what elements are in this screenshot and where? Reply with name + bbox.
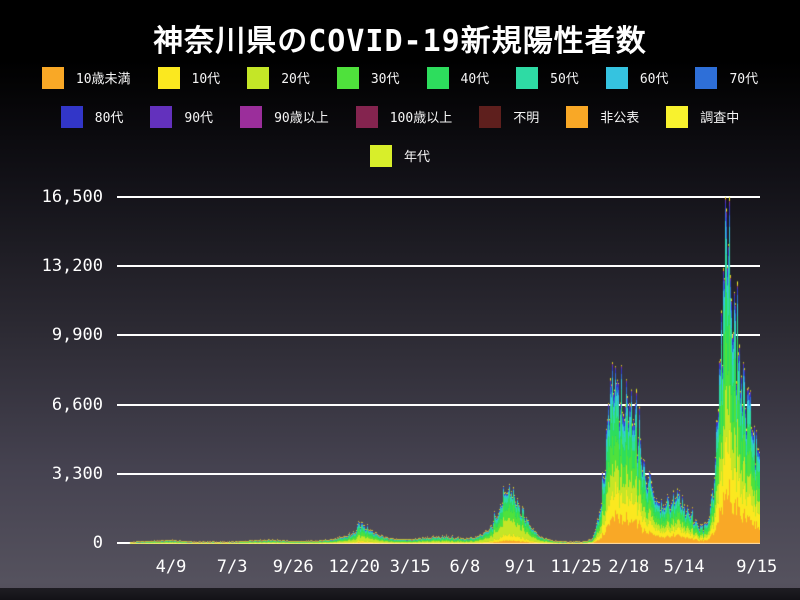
y-axis-tick-label: 13,200 [41,256,103,277]
legend-label: 10歳未満 [75,72,131,87]
legend-label: 90歳以上 [274,111,329,126]
color-swatch-icon [157,66,180,89]
color-swatch-icon [479,105,502,128]
legend-item-twenties: 20代 [247,66,310,89]
color-swatch-icon [516,66,539,89]
legend-label: 10代 [191,72,221,87]
legend-label: 年代 [403,150,430,165]
legend-item-investigating: 調査中 [666,105,740,128]
x-axis-tick-label: 7/3 [216,557,248,577]
x-axis-tick-label: 9/1 [504,557,536,577]
color-swatch-icon [566,105,589,128]
stacked-area-canvas [117,196,760,544]
legend-label: 非公表 [600,111,640,126]
legend-label: 50代 [550,72,579,87]
color-swatch-icon [605,66,628,89]
legend-row: 年代 [0,144,800,167]
x-axis-tick-label: 9/26 [272,557,314,577]
x-axis-tick-label: 5/14 [663,557,705,577]
color-swatch-icon [695,66,718,89]
x-axis-tick-label: 9/15 [736,557,778,577]
legend-item-thirties: 30代 [336,66,400,89]
legend-item-nineties: 90代 [150,105,214,128]
legend-label: 90代 [184,111,214,126]
legend-row: 80代 90代 90歳以上 100歳以上 不明 非公表 調査中 [0,105,800,128]
legend-label: 30代 [370,72,400,87]
x-axis-tick-label: 2/18 [608,557,650,577]
color-swatch-icon [60,105,83,128]
legend-label: 40代 [460,72,490,87]
color-swatch-icon [426,66,449,89]
legend-item-unknown: 不明 [479,105,540,128]
legend-label: 70代 [729,72,759,87]
legend-label: 不明 [513,111,540,126]
x-axis-tick-label: 6/8 [449,557,481,577]
y-axis-tick-label: 9,900 [51,325,103,346]
legend-label: 80代 [94,111,124,126]
color-swatch-icon [369,144,392,167]
y-axis-tick-label: 16,500 [41,187,103,207]
legend-item-age-generic: 年代 [369,144,430,167]
y-axis-tick-label: 6,600 [51,394,103,415]
color-swatch-icon [336,66,359,89]
legend-item-over100: 100歳以上 [355,105,453,128]
legend-label: 調査中 [700,111,740,126]
legend-item-forties: 40代 [426,66,490,89]
color-swatch-icon [666,105,689,128]
x-axis-tick-label: 12/20 [328,557,380,577]
color-swatch-icon [355,105,378,128]
color-swatch-icon [41,66,64,89]
legend-label: 60代 [639,72,669,87]
legend-item-seventies: 70代 [695,66,759,89]
y-axis-tick-label: 0 [92,533,103,553]
legend-item-over90: 90歳以上 [240,105,329,128]
legend-item-sixties: 60代 [605,66,669,89]
chart-title: 神奈川県のCOVID-19新規陽性者数 [153,24,647,59]
legend-item-under10: 10歳未満 [41,66,131,89]
legend-label: 20代 [281,72,310,87]
y-axis-tick-label: 3,300 [51,463,103,484]
bottom-strip [0,588,800,600]
color-swatch-icon [247,66,270,89]
legend-item-fifties: 50代 [516,66,579,89]
x-axis-tick-label: 11/25 [550,557,602,577]
color-swatch-icon [240,105,263,128]
legend-row: 10歳未満 10代 20代 30代 40代 50代 60代 70代 [0,66,800,89]
legend-item-eighties: 80代 [60,105,124,128]
legend-label: 100歳以上 [389,111,453,126]
legend-item-undisclosed: 非公表 [566,105,640,128]
color-swatch-icon [150,105,173,128]
x-axis-tick-label: 4/9 [155,557,187,577]
x-axis-tick-label: 3/15 [389,557,431,577]
legend-item-teens: 10代 [157,66,221,89]
legend: 10歳未満 10代 20代 30代 40代 50代 60代 70代 80代 90代 90歳以上 100… [0,66,800,183]
